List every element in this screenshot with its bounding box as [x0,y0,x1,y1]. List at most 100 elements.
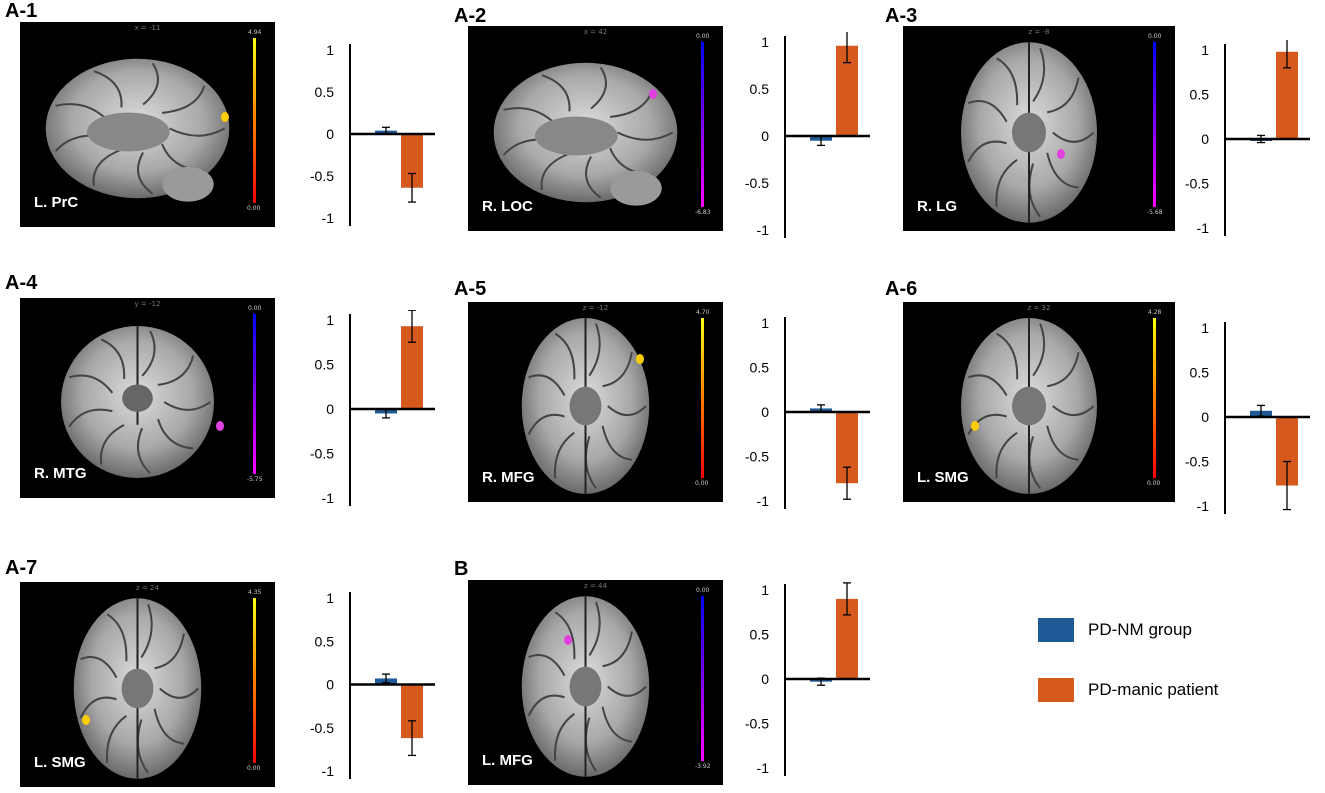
bar-pd-manic [836,598,858,679]
bar-pd-manic [401,326,423,409]
slice-coordinate: x = -11 [134,24,161,32]
panel-label-a7: A-7 [5,557,38,579]
y-tick-label: 0 [761,128,769,144]
y-tick-label: 0.5 [1190,365,1210,381]
y-tick-label: -1 [757,222,770,238]
panel-label-a3: A-3 [885,5,918,27]
slice-coordinate: x = 42 [583,28,608,36]
bar-pd-manic [401,684,423,739]
bar-pd-manic [401,134,423,188]
colorbar [253,38,256,203]
brain-image-a-6: 4.28 0.00 z = 32 L. SMG [903,302,1175,502]
activation-cluster [971,421,979,431]
panel-label-a6: A-6 [885,278,918,300]
y-tick-label: 1 [326,590,334,606]
brain-slice-drawing [521,318,650,494]
activation-cluster [82,715,90,725]
activation-cluster [564,635,572,645]
y-tick-label: 0.5 [750,81,770,97]
brain-slice-drawing [493,62,678,206]
brain-image-a-5: 4.70 0.00 z = -12 R. MFG [468,302,723,502]
brain-image-a-3: 0.00 -5.68 z = -8 R. LG [903,26,1175,231]
colorbar-max-label: 4.94 [248,29,262,36]
colorbar-max-label: 0.00 [696,33,710,40]
y-tick-label: -1 [1197,220,1210,236]
colorbar [701,42,704,207]
region-label: R. LG [917,198,957,215]
panel-label-a1: A-1 [5,0,38,22]
brain-image-a-4: 0.00 -5.75 y = -12 R. MTG [20,298,275,498]
bar-chart-a-4: 1 0.5 0 -0.5 -1 [310,310,435,506]
bar-chart-a-3: 1 0.5 0 -0.5 -1 [1185,40,1310,236]
y-tick-label: 1 [761,34,769,50]
legend-swatch-pd-manic [1038,678,1074,702]
region-label: L. MFG [482,752,533,769]
y-tick-label: -1 [1197,498,1210,514]
bar-pd-manic [1276,51,1298,139]
legend-label-pd-nm: PD-NM group [1088,620,1192,639]
panel-label-b: B [454,558,469,580]
colorbar [1153,318,1156,478]
y-tick-label: -0.5 [310,168,334,184]
colorbar-max-label: 0.00 [248,305,262,312]
y-tick-label: -1 [757,493,770,509]
colorbar-max-label: 0.00 [1148,33,1162,40]
y-tick-label: -1 [757,760,770,776]
y-tick-label: 0.5 [750,360,770,376]
slice-coordinate: z = -12 [582,304,609,312]
colorbar [701,318,704,478]
brain-slice-drawing [961,42,1097,223]
colorbar-min-label: 0.00 [1147,480,1161,487]
bar-chart-a-2: 1 0.5 0 -0.5 -1 [745,32,870,238]
colorbar-min-label: -5.75 [247,476,263,483]
y-tick-label: 1 [1201,42,1209,58]
activation-cluster [216,421,224,431]
colorbar-min-label: -5.68 [1147,209,1163,216]
panel-label-a5: A-5 [454,278,487,300]
activation-cluster [1057,149,1065,159]
brain-slice-drawing [61,326,224,478]
legend-label-pd-manic: PD-manic patient [1088,680,1219,699]
colorbar-min-label: -6.83 [695,209,711,216]
error-bar-pd-manic [843,466,851,500]
error-bar-pd-manic [408,172,416,203]
colorbar-min-label: 0.00 [695,480,709,487]
y-tick-label: -1 [322,210,335,226]
error-bar-pd-manic [843,582,851,616]
y-tick-label: -0.5 [745,716,769,732]
panel-label-a2: A-2 [454,5,487,27]
colorbar-max-label: 4.28 [1148,309,1162,316]
region-label: L. SMG [917,469,969,486]
error-bar-pd-manic [408,720,416,757]
bar-chart-b: 1 0.5 0 -0.5 -1 [745,582,870,776]
brain-image-b: 0.00 -3.92 z = 44 L. MFG [468,580,723,785]
brain-image-a-7: 4.35 0.00 z = 24 L. SMG [20,582,275,787]
slice-coordinate: z = 44 [584,582,607,590]
slice-coordinate: z = 24 [136,584,159,592]
colorbar-max-label: 4.35 [248,589,262,596]
region-label: R. MFG [482,469,535,486]
y-tick-label: 0.5 [750,627,770,643]
slice-coordinate: y = -12 [134,300,161,308]
brain-slice-drawing [521,596,650,777]
panel-label-a4: A-4 [5,272,38,294]
error-bar-pd-nm [382,673,390,684]
y-tick-label: -0.5 [310,446,334,462]
error-bar-pd-manic [843,32,851,64]
region-label: R. MTG [34,465,87,482]
brain-slice-drawing [45,58,230,202]
y-tick-label: 0.5 [315,357,335,373]
error-bar-pd-manic [1283,460,1291,511]
y-tick-label: 0 [761,404,769,420]
activation-cluster [221,112,229,122]
bar-pd-manic [836,45,858,136]
brain-image-a-2: 0.00 -6.83 x = 42 R. LOC [468,26,723,231]
bar-chart-a-6: 1 0.5 0 -0.5 -1 [1185,320,1310,514]
y-tick-label: 1 [761,582,769,598]
colorbar-min-label: -3.92 [695,763,711,770]
slice-coordinate: z = 32 [1027,304,1051,312]
error-bar-pd-manic [1283,40,1291,69]
brain-image-a-1: 4.94 0.00 x = -11 L. PrC [20,22,275,227]
colorbar-max-label: 4.70 [696,309,710,316]
y-tick-label: -1 [322,763,335,779]
